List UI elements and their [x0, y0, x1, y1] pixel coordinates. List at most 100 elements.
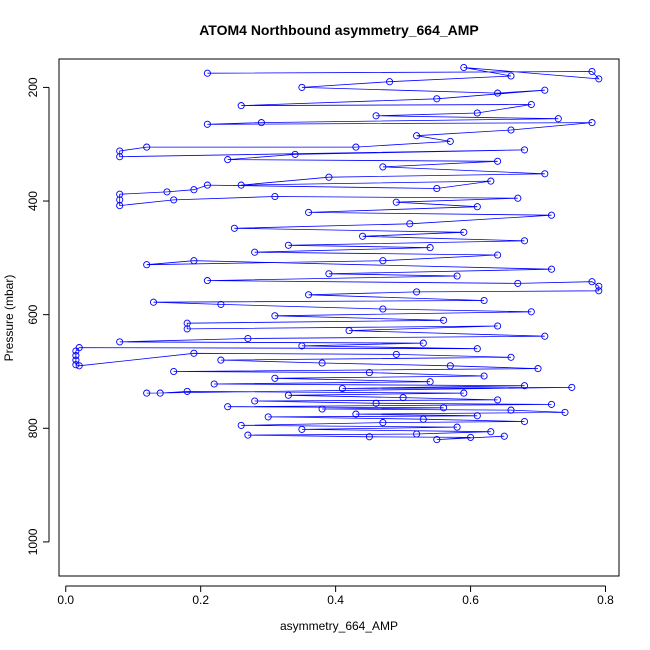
data-point [541, 86, 549, 94]
data-point [588, 119, 596, 127]
data-point [318, 405, 326, 413]
data-point [514, 194, 522, 202]
y-tick-label: 1000 [26, 528, 40, 555]
data-point [352, 143, 360, 151]
data-point [514, 279, 522, 287]
data-point [305, 291, 313, 299]
data-point [257, 119, 265, 127]
x-tick-label: 0.4 [327, 593, 344, 607]
data-point [170, 196, 178, 204]
data-point [473, 412, 481, 420]
data-point [547, 400, 556, 408]
data-point [72, 356, 80, 364]
data-point [406, 220, 414, 228]
data-point [72, 352, 80, 360]
data-point [507, 72, 515, 80]
series-line [75, 67, 600, 440]
data-point [116, 147, 124, 155]
data-point [116, 190, 124, 198]
data-point [541, 332, 549, 340]
data-point [568, 383, 576, 391]
x-tick-label: 0.0 [57, 593, 74, 607]
data-point [494, 157, 502, 165]
data-point [203, 120, 211, 128]
data-point [271, 312, 279, 320]
plot-frame [58, 58, 620, 577]
data-point [480, 296, 488, 305]
data-point [116, 196, 124, 204]
data-point [325, 173, 333, 181]
data-point [440, 316, 448, 324]
data-point [473, 345, 481, 353]
data-point [190, 257, 198, 265]
data-layer [72, 63, 603, 444]
data-point [494, 322, 502, 330]
data-point [494, 251, 502, 259]
data-point [473, 203, 481, 211]
data-point [433, 95, 441, 103]
data-point [365, 369, 373, 377]
data-point [446, 137, 454, 145]
data-point [338, 384, 346, 393]
data-point [183, 387, 191, 395]
data-point [547, 265, 556, 273]
data-point [494, 89, 502, 97]
data-point [149, 298, 158, 306]
data-point [460, 228, 468, 236]
data-point [541, 170, 549, 178]
data-point [237, 421, 245, 429]
data-point [453, 423, 461, 431]
data-point [352, 410, 360, 418]
data-point [210, 380, 218, 388]
data-point [588, 67, 596, 76]
data-point [460, 389, 468, 397]
data-point [433, 436, 441, 444]
data-point [595, 287, 603, 295]
data-point [467, 433, 475, 441]
data-point [527, 100, 535, 109]
data-point [453, 272, 461, 280]
data-point [116, 202, 124, 210]
data-point [588, 278, 596, 286]
data-point [244, 431, 252, 439]
y-tick-label: 800 [26, 418, 40, 438]
data-point [500, 432, 508, 440]
data-point [426, 244, 434, 252]
data-point [143, 143, 151, 151]
data-point [419, 339, 427, 347]
data-point [298, 83, 306, 91]
data-point [520, 146, 529, 154]
data-point [527, 308, 535, 316]
data-point [156, 389, 164, 397]
data-point [446, 362, 454, 370]
data-point [426, 378, 434, 386]
data-point [554, 115, 562, 123]
data-point [379, 305, 387, 313]
data-point [392, 198, 400, 206]
data-point [170, 367, 178, 376]
data-point [230, 224, 238, 232]
data-point [561, 408, 569, 416]
data-point [520, 417, 529, 426]
data-point [224, 403, 232, 411]
data-point [507, 406, 515, 414]
data-point [244, 334, 252, 343]
data-point [547, 211, 556, 219]
data-point [345, 327, 353, 335]
data-point [116, 153, 124, 161]
x-tick-label: 0.8 [597, 593, 614, 607]
data-point [183, 319, 191, 327]
data-point [413, 132, 421, 140]
data-point [284, 391, 292, 399]
chart-title: ATOM4 Northbound asymmetry_664_AMP [199, 22, 479, 38]
data-point [433, 184, 441, 193]
data-point [473, 109, 481, 117]
data-point [392, 350, 400, 358]
data-point [372, 112, 380, 120]
data-point [520, 382, 529, 390]
data-point [298, 425, 306, 433]
y-axis-label: Pressure (mbar) [2, 275, 16, 362]
data-point [237, 181, 245, 189]
